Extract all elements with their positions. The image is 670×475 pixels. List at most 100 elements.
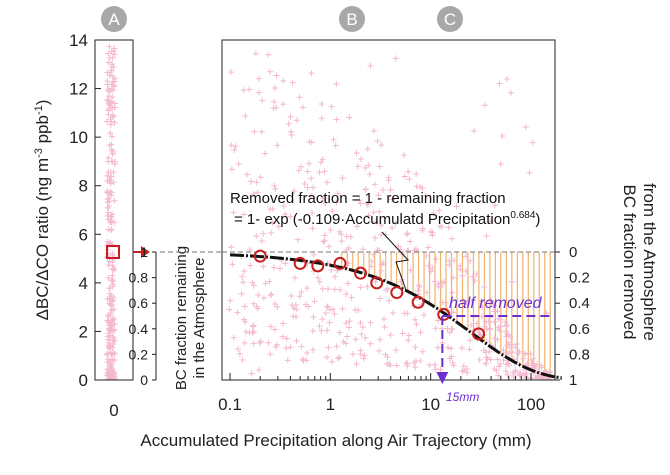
scatter-point [385,174,392,181]
binned-mean-marker [472,327,486,341]
scatter-point [254,305,261,312]
scatter-point [445,224,452,231]
scatter-point [309,346,316,353]
scatter-point [468,322,475,329]
scatter-point [491,365,498,372]
scatter-point [288,132,295,139]
scatter-point [328,358,335,365]
scatter-point [510,369,517,376]
scatter-point [105,50,112,57]
scatter-point [309,209,316,216]
scatter-point [280,77,287,84]
scatter-point [460,363,467,370]
scatter-point [433,255,440,262]
scatter-point [105,97,112,104]
panel-a-median-marker [106,245,120,259]
scatter-point [326,319,333,326]
scatter-point [333,116,340,123]
scatter-point [407,267,414,274]
scatter-point [491,202,498,209]
scatter-point [110,74,117,81]
scatter-point [267,206,274,213]
scatter-point [357,284,364,291]
scatter-point [240,279,247,286]
scatter-point [446,261,453,268]
scatter-point [248,370,255,377]
left-axis-ticks: 0 2 4 6 8 10 12 14 [69,31,101,390]
scatter-point [295,167,302,174]
scatter-point [252,50,259,57]
scatter-point [331,273,338,280]
scatter-point [280,203,287,210]
scatter-point [404,247,411,254]
scatter-point [426,361,433,368]
scatter-point [376,163,383,170]
inner-left-axis-label-2: in the Atmosphere [191,258,208,379]
scatter-point [105,209,112,216]
scatter-point [466,346,473,353]
scatter-point [400,152,407,159]
scatter-point [262,280,269,287]
left-axis-tick-label: 0 [79,371,88,390]
scatter-point [528,375,535,380]
left-axis-tick-label: 4 [79,274,88,293]
scatter-point [314,274,321,281]
scatter-point [304,184,311,191]
scatter-point [340,338,347,345]
scatter-point [538,364,545,371]
scatter-point [267,323,274,330]
binned-mean-marker [437,307,451,321]
scatter-point [111,357,118,364]
scatter-point [228,166,235,173]
fit-curve [229,253,562,380]
scatter-point [378,231,385,238]
scatter-point [460,297,467,304]
scatter-point [425,244,432,251]
scatter-point [107,239,114,246]
scatter-point [239,357,246,364]
scatter-point [267,292,274,299]
scatter-point [298,288,305,295]
right-axis-tick-label: 0.8 [569,346,590,363]
scatter-point [380,316,387,323]
scatter-point [490,303,497,310]
scatter-point [481,283,488,290]
scatter-point [479,304,486,311]
scatter-point [497,316,504,323]
scatter-point [226,306,233,313]
scatter-point [417,329,424,336]
scatter-point [319,316,326,323]
scatter-point [282,211,289,218]
scatter-point [111,369,118,376]
scatter-point [339,175,346,182]
scatter-point [325,243,332,250]
scatter-point [345,324,352,331]
scatter-point [431,278,438,285]
scatter-point [416,283,423,290]
scatter-point [450,274,457,281]
scatter-point [104,295,111,302]
scatter-point [250,329,257,336]
scatter-point [107,173,114,180]
scatter-point [448,345,455,352]
scatter-point [250,282,257,289]
left-axis-tick-label: 10 [69,128,88,147]
panel-a-scatter [104,43,118,380]
scatter-point [338,231,345,238]
scatter-point [364,200,371,207]
scatter-point [268,229,275,236]
scatter-point [304,349,311,356]
scatter-point [291,188,298,195]
scatter-point [487,218,494,225]
scatter-point [250,340,257,347]
scatter-point [111,160,118,167]
scatter-point [378,142,385,149]
scatter-point [109,61,116,68]
scatter-point [317,159,324,166]
scatter-point [512,344,519,351]
scatter-point [109,333,116,340]
scatter-point [379,186,386,193]
scatter-point [481,102,488,109]
scatter-point [378,267,385,274]
scatter-point [430,210,437,217]
